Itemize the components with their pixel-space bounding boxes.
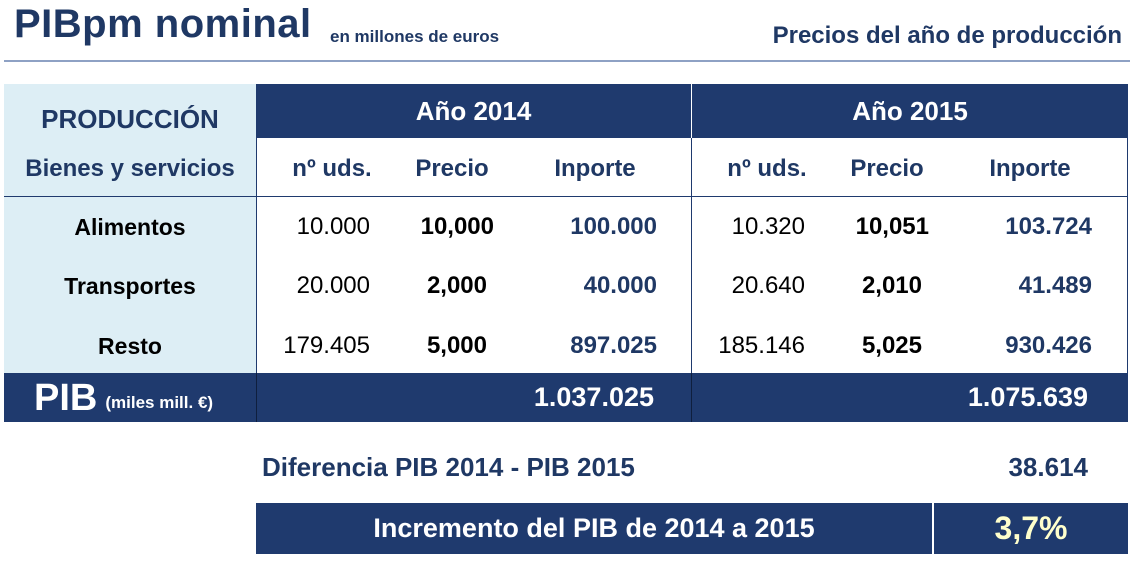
total-pib-bar <box>4 373 1128 422</box>
cell-amount-2014: 100.000 <box>570 213 657 240</box>
cell-price-2015: 2,010 <box>861 272 922 299</box>
column-divider-right <box>1127 138 1128 373</box>
cell-amount-2014: 40.000 <box>583 272 657 299</box>
difference-value: 38.614 <box>1008 451 1088 482</box>
cell-units-2015: 10.320 <box>731 213 805 240</box>
cell-price-2015: 5,025 <box>861 332 922 359</box>
total-pib-2014: 1.037.025 <box>533 382 654 412</box>
year-header-2014: Año 2014 <box>415 95 532 126</box>
increment-bar <box>256 503 1128 554</box>
total-pib-label: PIB (miles mill. €) <box>34 374 213 422</box>
column-divider-left <box>256 138 257 373</box>
col-units-2014: nº uds. <box>292 155 372 182</box>
cell-amount-2015: 930.426 <box>1005 332 1092 359</box>
subheader-bottom-line <box>4 196 1128 197</box>
col-units-2015: nº uds. <box>727 155 807 182</box>
pib-unit-text: (miles mill. €) <box>105 393 214 412</box>
row-header-goods-services: Bienes y servicios <box>25 155 235 182</box>
increment-value: 3,7% <box>994 510 1068 546</box>
cell-units-2015: 20.640 <box>731 272 805 299</box>
row-label-alimentos: Alimentos <box>74 213 186 240</box>
cell-price-2014: 2,000 <box>426 272 487 299</box>
col-price-2015: Precio <box>850 155 924 182</box>
year-header-bar <box>256 84 1128 138</box>
cell-amount-2014: 897.025 <box>570 332 657 359</box>
cell-units-2014: 20.000 <box>296 272 370 299</box>
col-price-2014: Precio <box>415 155 489 182</box>
cell-price-2015: 10,051 <box>855 213 929 240</box>
page-subtitle: en millones de euros <box>330 27 500 46</box>
year-divider <box>691 84 692 138</box>
col-amount-2014: Inporte <box>554 155 636 182</box>
row-header-production: PRODUCCIÓN <box>41 103 219 134</box>
difference-label: Diferencia PIB 2014 - PIB 2015 <box>262 451 635 482</box>
cell-amount-2015: 103.724 <box>1005 213 1092 240</box>
column-divider-middle <box>691 138 692 373</box>
total-pib-2015: 1.075.639 <box>967 382 1088 412</box>
year-header-2015: Año 2015 <box>852 95 968 126</box>
row-label-transportes: Transportes <box>64 272 196 299</box>
cell-units-2015: 185.146 <box>718 332 805 359</box>
increment-label: Incremento del PIB de 2014 a 2015 <box>373 513 815 543</box>
page-title: PIBpm nominal <box>14 2 312 46</box>
cell-amount-2015: 41.489 <box>1018 272 1092 299</box>
header-divider <box>4 60 1130 62</box>
cell-price-2014: 5,000 <box>426 332 487 359</box>
pib-label-text: PIB <box>34 376 98 419</box>
total-divider-left <box>256 373 257 422</box>
cell-units-2014: 10.000 <box>296 213 370 240</box>
increment-divider <box>932 503 934 554</box>
row-header-column <box>4 84 256 373</box>
cell-price-2014: 10,000 <box>420 213 494 240</box>
row-label-resto: Resto <box>98 332 162 359</box>
price-basis-heading: Precios del año de producción <box>772 22 1122 49</box>
total-divider-middle <box>691 373 692 422</box>
col-amount-2015: Inporte <box>989 155 1071 182</box>
cell-units-2014: 179.405 <box>283 332 370 359</box>
